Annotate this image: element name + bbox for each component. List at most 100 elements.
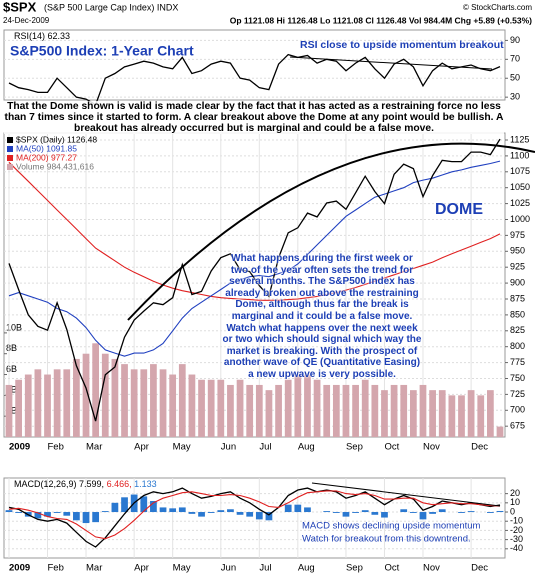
y-tick-label: 10 <box>510 497 520 507</box>
bar <box>44 512 51 517</box>
bar <box>265 390 273 437</box>
y2-tick-label: 6B <box>6 364 17 374</box>
y-tick-label: 875 <box>510 293 525 303</box>
legend-swatch <box>7 137 13 143</box>
line <box>8 161 501 301</box>
legend-swatch <box>7 155 13 161</box>
bar <box>5 510 13 513</box>
y-tick-label: 825 <box>510 325 525 335</box>
bar <box>361 510 369 513</box>
bar <box>82 512 90 524</box>
bar <box>361 379 369 437</box>
bar <box>438 509 446 513</box>
x-tick-label: Jul <box>259 563 271 574</box>
bar <box>188 374 196 437</box>
bar <box>101 511 109 513</box>
legend: MACD(12,26,9) 7.599, 6.466, 1.133 <box>14 479 157 489</box>
legend-label: 6.466, <box>107 479 132 489</box>
bar <box>159 507 167 513</box>
legend-label: 1.133 <box>134 479 157 489</box>
bar <box>121 364 128 437</box>
legend-label: MACD(12,26,9) 7.599, <box>14 479 104 489</box>
x-tick-label: Sep <box>346 563 363 574</box>
line <box>8 138 501 422</box>
y-tick-label: 950 <box>510 246 525 256</box>
bar <box>178 364 186 437</box>
bar <box>352 512 359 513</box>
y-tick-label: 90 <box>510 35 520 45</box>
x-tick-label: May <box>173 563 191 574</box>
symbol: $SPX <box>3 0 37 14</box>
line <box>8 490 501 540</box>
bar <box>381 512 388 518</box>
bar <box>438 390 446 437</box>
x-tick-label: Nov <box>423 563 440 574</box>
x-tick-label: Dec <box>471 442 488 453</box>
y-tick-label: -20 <box>510 525 523 535</box>
bar <box>332 512 340 513</box>
bar <box>178 507 186 513</box>
marks: 30 50 70 90 RSI(14) 62.33 675 700 725 750 775 800… <box>3 29 530 574</box>
bar <box>188 512 196 514</box>
bar <box>304 374 311 437</box>
y2-tick-label: 10B <box>6 322 22 332</box>
bar <box>381 390 388 437</box>
dome-note: That the Dome shown is valid is made cle… <box>4 101 504 134</box>
bar <box>227 384 234 437</box>
bar <box>101 353 109 437</box>
x-tick-label: Dec <box>471 563 488 574</box>
x-tick-label: Jul <box>259 442 271 453</box>
line <box>8 487 501 548</box>
bar <box>217 510 225 513</box>
x-tick-label: Jun <box>221 442 236 453</box>
bar <box>92 343 100 437</box>
x-tick-label: Apr <box>134 563 149 574</box>
date: 24-Dec-2009 <box>3 16 50 25</box>
y2-tick-label: 8B <box>6 343 17 353</box>
bar <box>236 512 244 515</box>
bar <box>150 364 157 437</box>
bar <box>159 369 167 437</box>
legend-label: Volume 984,431,616 <box>16 161 94 171</box>
bar <box>73 358 80 437</box>
x-tick-label: Apr <box>134 442 149 453</box>
y-tick-label: 700 <box>510 405 525 415</box>
bar <box>217 379 225 437</box>
bar <box>323 511 331 513</box>
y-tick-label: 900 <box>510 277 525 287</box>
y-tick-label: 1000 <box>510 214 530 224</box>
bar <box>487 390 494 437</box>
legend-label: MA(200) 977.27 <box>16 152 77 162</box>
x-tick-label: Oct <box>384 442 399 453</box>
y-tick-label: 0 <box>510 506 515 516</box>
bar <box>63 512 71 516</box>
bar <box>169 508 177 513</box>
bar <box>73 512 80 521</box>
y-tick-label: 975 <box>510 230 525 240</box>
legend-swatch <box>7 146 13 152</box>
legend: RSI(14) 62.33 <box>14 31 70 41</box>
legend-label: MA(50) 1091.85 <box>16 143 77 153</box>
bar <box>255 512 263 520</box>
macd-trendline <box>311 482 501 507</box>
bar <box>400 509 408 513</box>
bar <box>371 512 379 515</box>
y-tick-label: 925 <box>510 262 525 272</box>
bar <box>323 384 331 437</box>
rsi-annotation: RSI close to upside momentum breakout <box>300 39 504 51</box>
y-tick-label: 1075 <box>510 166 530 176</box>
bar <box>246 384 254 437</box>
bar <box>409 390 417 437</box>
y-tick-label: 30 <box>510 92 520 102</box>
bar <box>467 511 475 513</box>
bar <box>409 512 417 513</box>
y-tick-label: 800 <box>510 341 525 351</box>
macd-annotation: Watch for breakout from this downtrend. <box>302 534 471 545</box>
bar <box>63 369 71 437</box>
x-tick-label: Jun <box>221 563 236 574</box>
x-tick-label: Nov <box>423 442 440 453</box>
bar <box>448 395 456 437</box>
bar <box>332 384 340 437</box>
bar <box>294 374 302 437</box>
x-tick-label: Mar <box>86 442 102 453</box>
